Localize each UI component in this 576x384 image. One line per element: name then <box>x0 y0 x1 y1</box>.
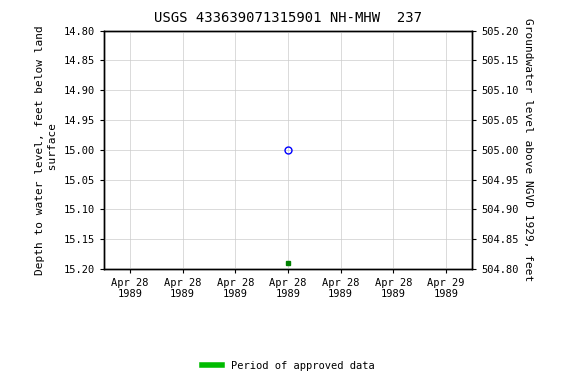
Y-axis label: Groundwater level above NGVD 1929, feet: Groundwater level above NGVD 1929, feet <box>523 18 533 281</box>
Y-axis label: Depth to water level, feet below land
 surface: Depth to water level, feet below land su… <box>35 25 58 275</box>
Title: USGS 433639071315901 NH-MHW  237: USGS 433639071315901 NH-MHW 237 <box>154 12 422 25</box>
Legend: Period of approved data: Period of approved data <box>198 357 378 375</box>
